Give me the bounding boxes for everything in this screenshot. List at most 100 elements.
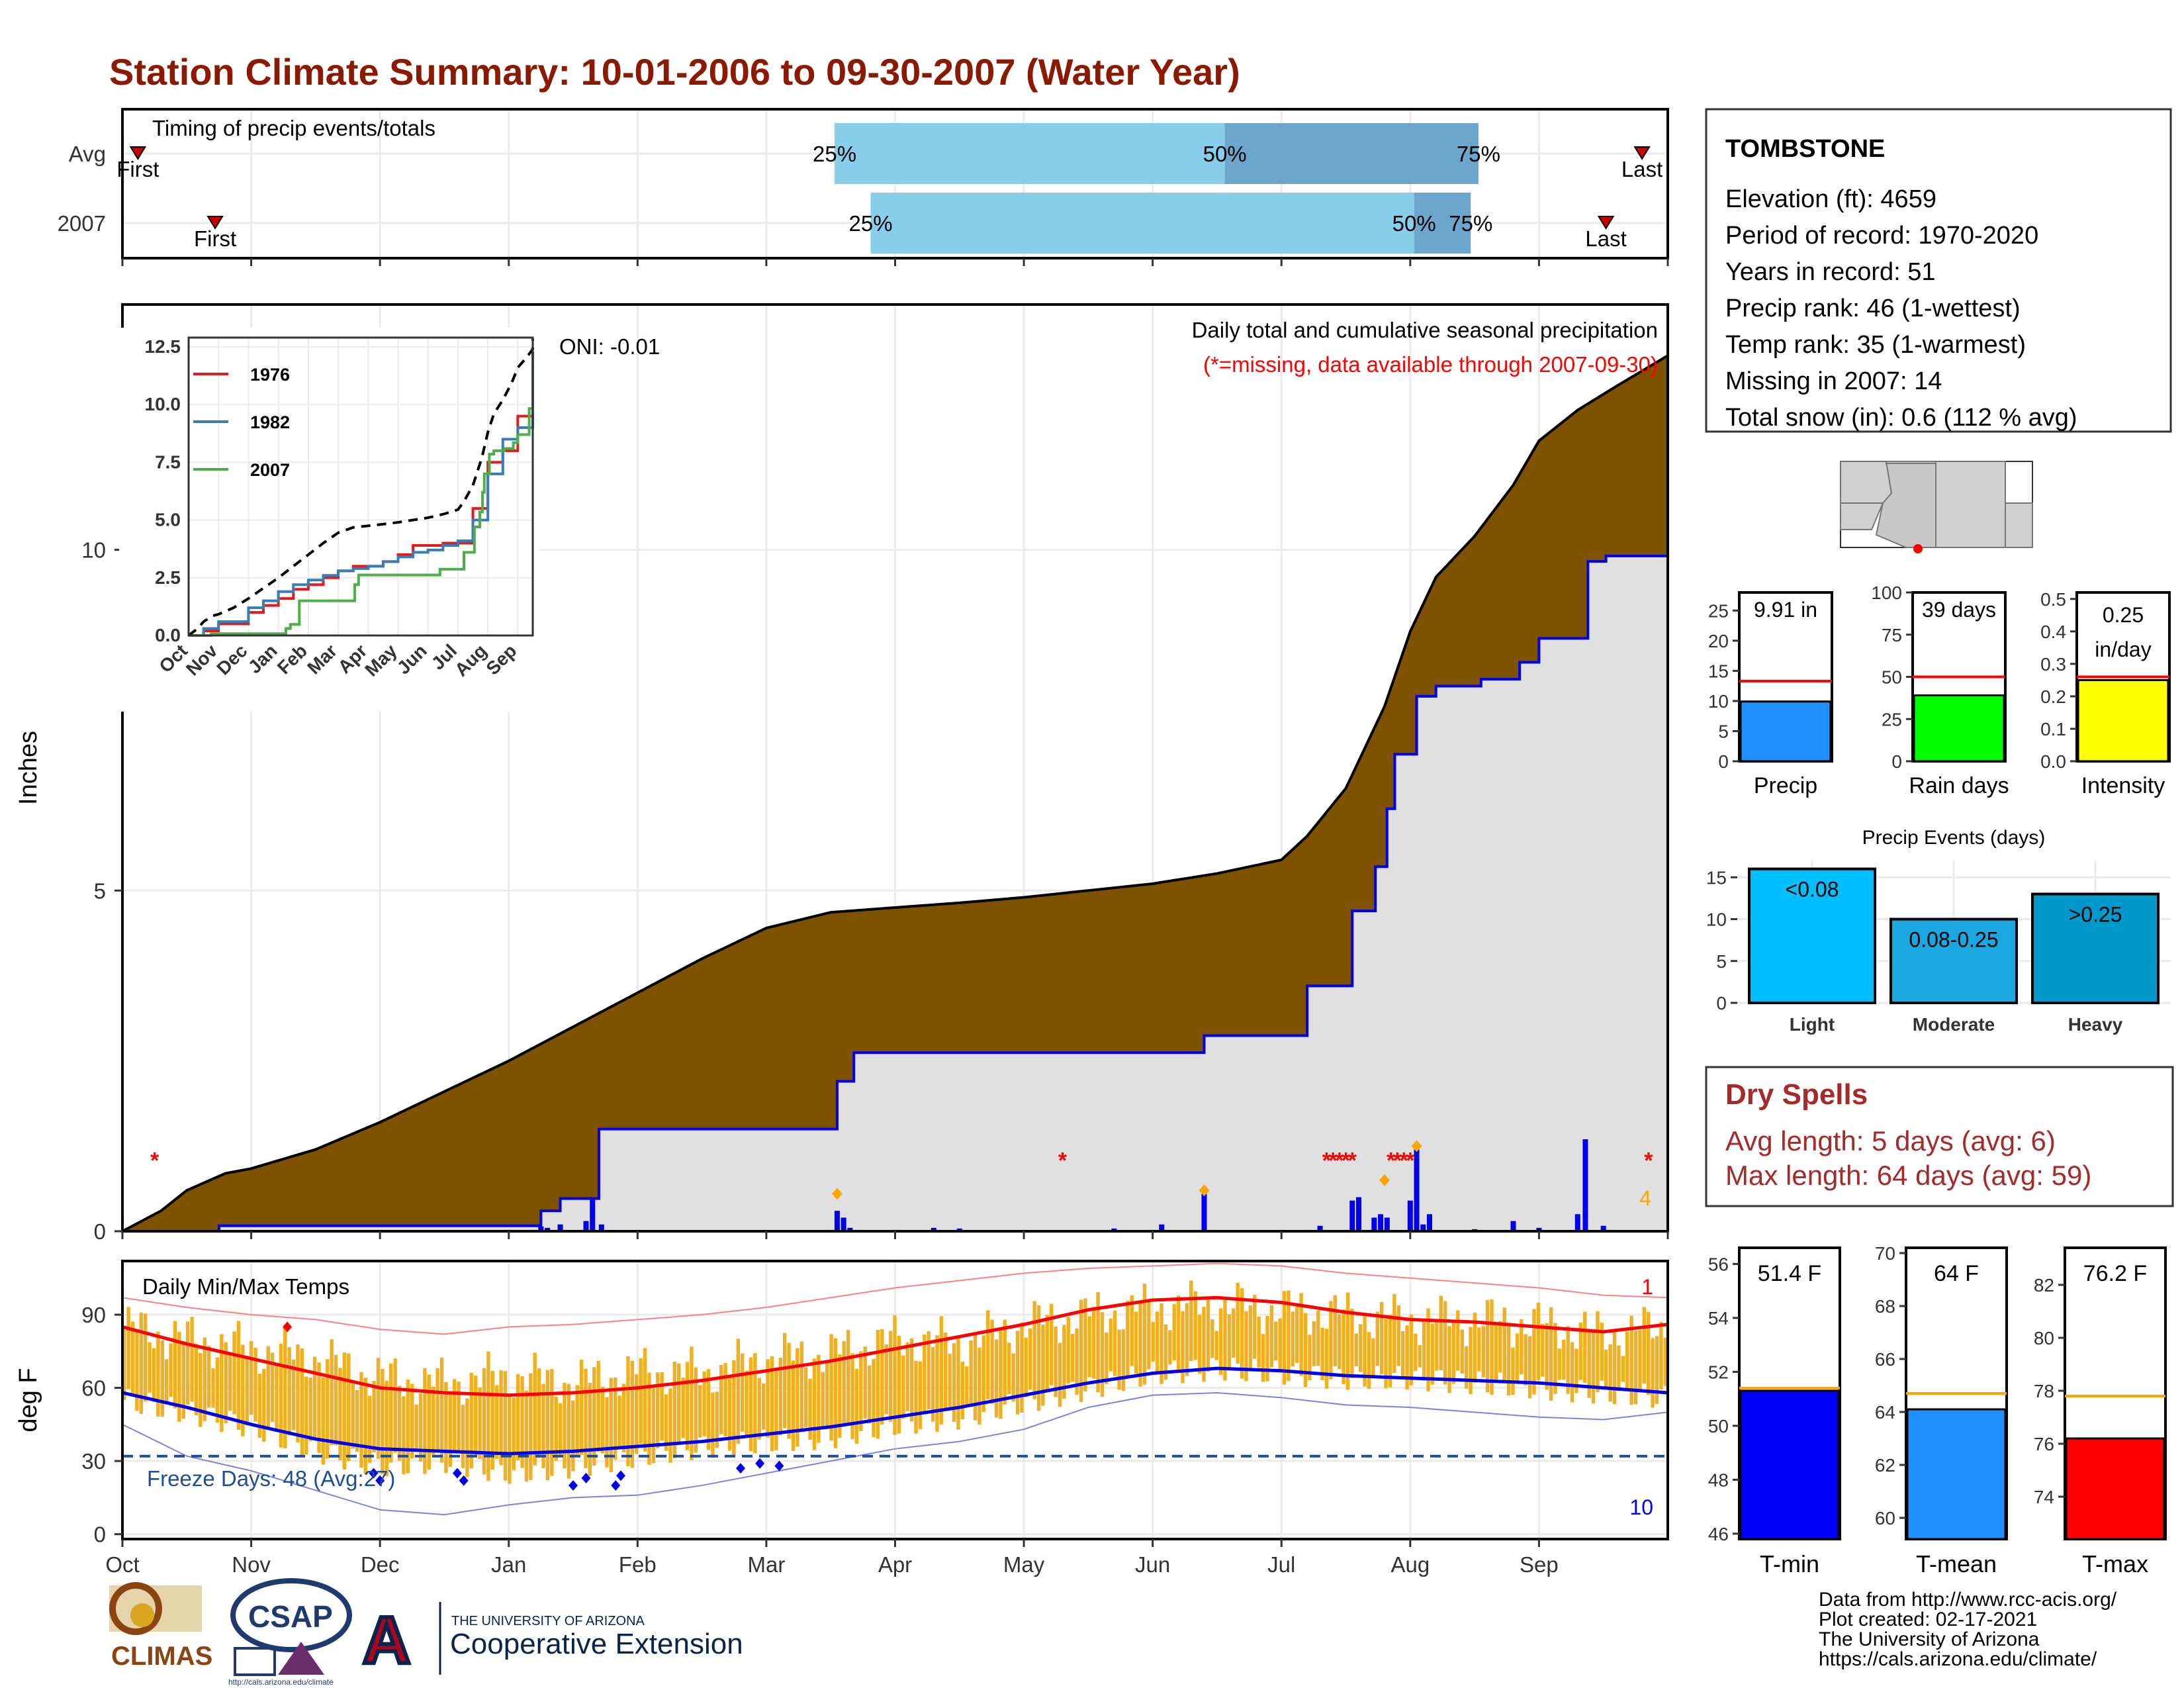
daily-temp-bar bbox=[228, 1352, 232, 1411]
daily-temp-bar bbox=[1274, 1321, 1278, 1361]
daily-temp-bar bbox=[126, 1307, 130, 1389]
inset-legend-label: 2007 bbox=[250, 460, 290, 480]
daily-precip-bar bbox=[1574, 1214, 1580, 1231]
daily-temp-bar bbox=[1100, 1312, 1105, 1397]
daily-temp-bar bbox=[1032, 1301, 1036, 1399]
daily-temp-bar bbox=[923, 1334, 927, 1414]
map-station-dot bbox=[1913, 544, 1923, 553]
daily-temp-bar bbox=[469, 1372, 474, 1469]
daily-temp-bar bbox=[1261, 1334, 1265, 1382]
station-years: Years in record: 51 bbox=[1725, 258, 1936, 286]
daily-temp-bar bbox=[1633, 1331, 1638, 1405]
daily-temp-bar bbox=[761, 1383, 766, 1430]
precip-summary-tick-label: 0.3 bbox=[2040, 654, 2066, 675]
daily-temp-bar bbox=[1176, 1295, 1181, 1373]
precip-inset-panel: 0.02.55.07.510.012.5OctNovDecJanFebMarAp… bbox=[119, 328, 539, 712]
avg-max-line bbox=[122, 1295, 1668, 1397]
timing-p50-label: 50% bbox=[1203, 142, 1247, 166]
daily-temp-bar bbox=[1163, 1324, 1168, 1380]
daily-temp-bar bbox=[778, 1358, 783, 1436]
station-temp-rank: Temp rank: 35 (1-warmest) bbox=[1725, 331, 2026, 359]
daily-temp-bar bbox=[736, 1338, 741, 1444]
daily-temp-bar bbox=[944, 1333, 948, 1410]
daily-temp-bar bbox=[1041, 1324, 1045, 1406]
timing-row-label: 2007 bbox=[58, 211, 106, 236]
precip-summary-tick-label: 25 bbox=[1882, 709, 1902, 729]
daily-temp-bar bbox=[766, 1359, 770, 1438]
daily-temp-bar bbox=[270, 1352, 275, 1423]
daily-temp-bar bbox=[1303, 1313, 1308, 1387]
daily-temp-bar bbox=[635, 1374, 639, 1454]
daily-temp-bar bbox=[1574, 1348, 1578, 1393]
precip-summary-value-label: 39 days bbox=[1922, 598, 1996, 622]
daily-temp-bar bbox=[300, 1348, 304, 1457]
daily-precip-bar bbox=[590, 1197, 596, 1231]
daily-precip-bar bbox=[956, 1228, 962, 1231]
precip-summary-name: Rain days bbox=[1909, 773, 2009, 798]
daily-temp-bar bbox=[817, 1354, 821, 1443]
daily-temp-bar bbox=[512, 1397, 516, 1470]
station-info-box: TOMBSTONE Elevation (ft): 4659 Period of… bbox=[1705, 108, 2172, 433]
daily-temp-bar bbox=[880, 1329, 884, 1425]
temp-summary-name: T-min bbox=[1760, 1550, 1819, 1577]
daily-temp-bar bbox=[1388, 1314, 1392, 1387]
temp-summary-value-label: 76.2 F bbox=[2083, 1261, 2147, 1286]
daily-temp-bar bbox=[567, 1383, 571, 1479]
daily-temp-bar bbox=[1316, 1310, 1320, 1366]
record-min-point bbox=[755, 1458, 765, 1469]
daily-temp-bar bbox=[630, 1360, 635, 1468]
temp-summary-bar bbox=[1906, 1408, 2007, 1540]
daily-temp-bar bbox=[1617, 1345, 1621, 1391]
missing-day-marker: * bbox=[1387, 1148, 1396, 1173]
daily-precip-bar bbox=[1536, 1227, 1542, 1231]
inset-legend-label: 1982 bbox=[250, 412, 290, 432]
precip-summary-tick-label: 25 bbox=[1708, 600, 1729, 621]
daily-temp-bar bbox=[1105, 1332, 1109, 1384]
daily-temp-bar bbox=[1287, 1290, 1291, 1382]
precip-summary-value-label: 9.91 in bbox=[1754, 598, 1817, 622]
daily-temp-bar bbox=[1070, 1334, 1075, 1382]
daily-temp-bar bbox=[1024, 1337, 1028, 1397]
daily-temp-bar bbox=[1587, 1330, 1591, 1398]
daily-temp-bar bbox=[999, 1328, 1003, 1419]
daily-temp-bar bbox=[1422, 1321, 1426, 1381]
credit-url: https://cals.arizona.edu/climate/ bbox=[1819, 1648, 2097, 1670]
daily-temp-bar bbox=[643, 1348, 647, 1452]
daily-precip-bar bbox=[1414, 1149, 1420, 1231]
daily-temp-bar bbox=[1121, 1329, 1126, 1391]
daily-temp-bar bbox=[177, 1332, 181, 1422]
daily-temp-bar bbox=[1511, 1347, 1515, 1395]
daily-temp-bar bbox=[867, 1365, 872, 1424]
daily-temp-bar bbox=[609, 1378, 614, 1472]
map-state-nevada bbox=[1840, 461, 1893, 504]
precip-summary-tick-label: 0.2 bbox=[2040, 686, 2066, 707]
daily-temp-bar bbox=[1244, 1311, 1248, 1382]
daily-temp-bar bbox=[1443, 1301, 1447, 1385]
daily-temp-bar bbox=[499, 1370, 503, 1466]
daily-temp-bar bbox=[981, 1335, 986, 1412]
daily-temp-bar bbox=[647, 1372, 651, 1465]
daily-temp-bar bbox=[347, 1353, 351, 1462]
csap-logo-text: CSAP bbox=[248, 1599, 333, 1634]
daily-temp-bar bbox=[385, 1380, 389, 1477]
daily-precip-bar bbox=[1356, 1197, 1361, 1231]
temp-summary-name: T-max bbox=[2082, 1550, 2148, 1577]
daily-temp-bar bbox=[1363, 1313, 1367, 1387]
daily-temp-bar bbox=[199, 1352, 203, 1427]
daily-temp-bar bbox=[1218, 1308, 1223, 1375]
daily-temp-bar bbox=[1160, 1303, 1163, 1384]
daily-temp-bar bbox=[457, 1382, 461, 1454]
daily-temp-bar bbox=[296, 1344, 300, 1443]
daily-temp-bar bbox=[160, 1340, 165, 1417]
avg-min-line bbox=[122, 1366, 1668, 1456]
timing-bar-25-50 bbox=[870, 193, 1414, 254]
daily-temp-bar bbox=[1185, 1303, 1189, 1376]
missing-day-marker: * bbox=[1328, 1148, 1338, 1173]
daily-temp-bar bbox=[190, 1317, 194, 1402]
daily-precip-bar bbox=[1407, 1200, 1413, 1231]
daily-temp-bar bbox=[439, 1358, 444, 1463]
station-missing: Missing in 2007: 14 bbox=[1725, 367, 1942, 395]
daily-temp-bar bbox=[1269, 1305, 1274, 1368]
inset-series-2007 bbox=[189, 406, 534, 637]
